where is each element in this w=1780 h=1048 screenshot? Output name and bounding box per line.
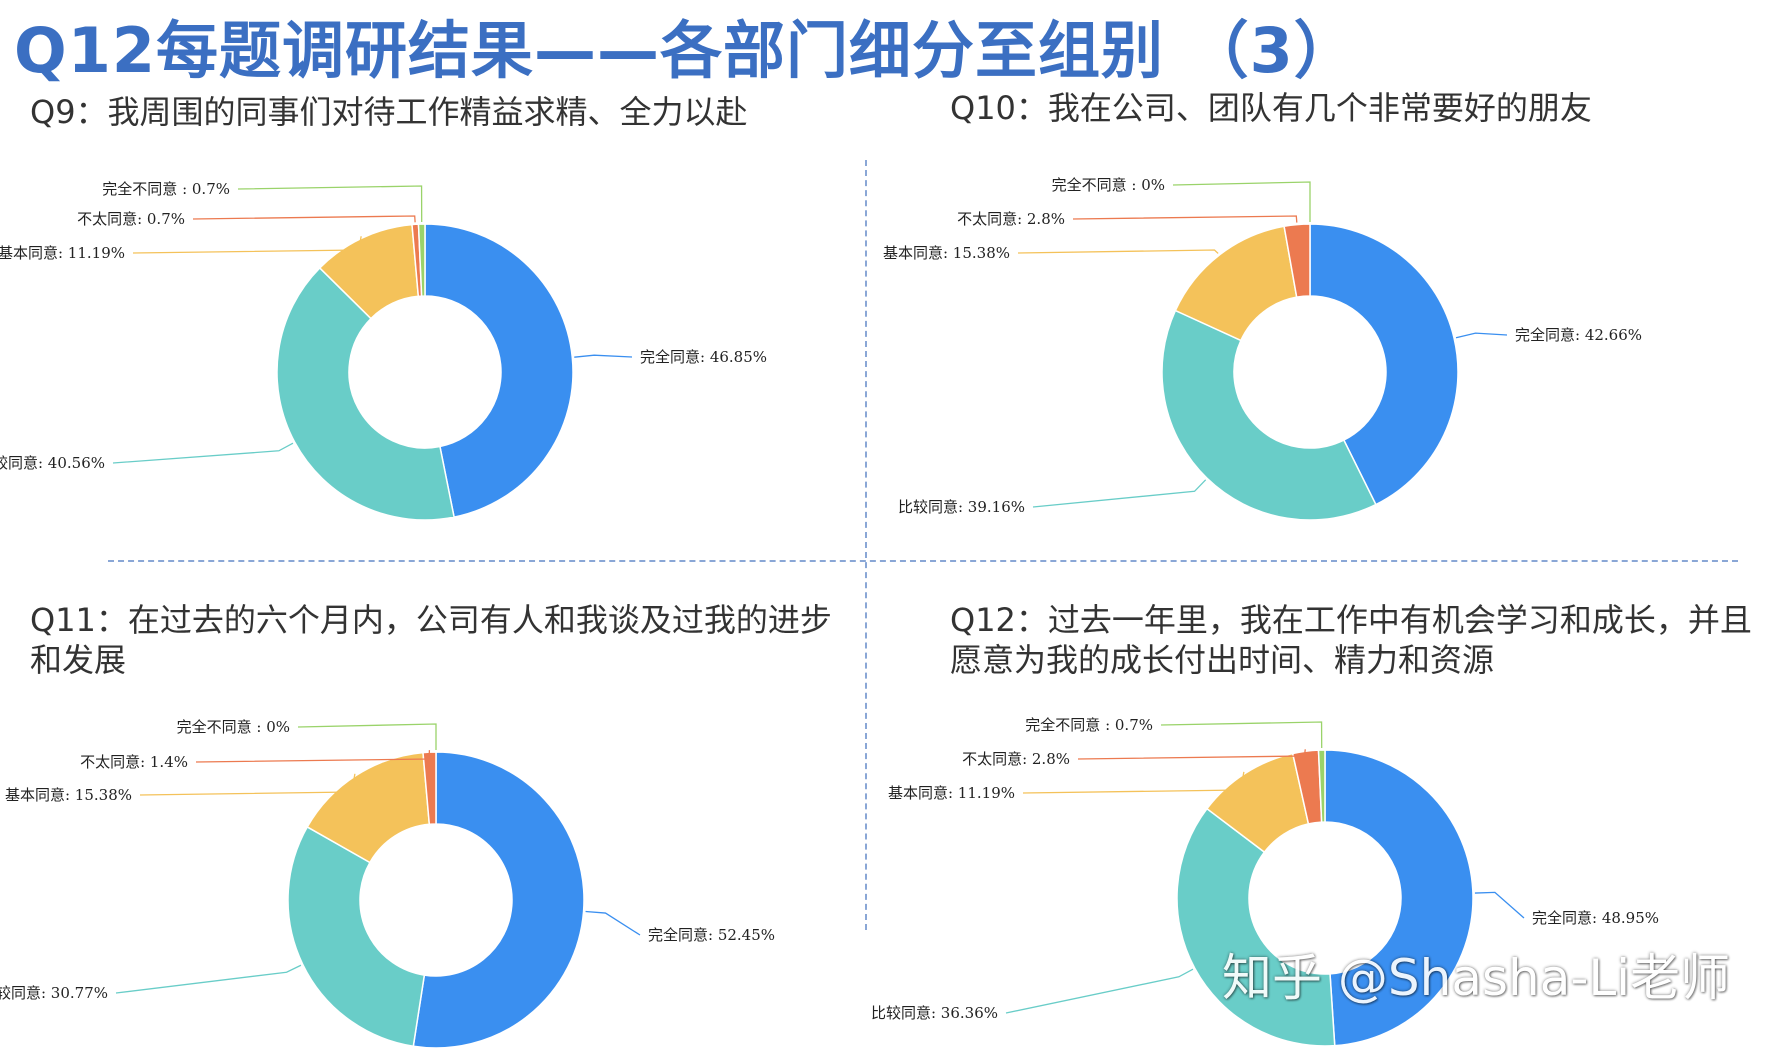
data-label: 不太同意: 0.7% — [77, 210, 185, 228]
leader-line — [1005, 968, 1194, 1014]
leader-line — [132, 236, 362, 254]
q11-donut-chart: 完全同意: 52.45% 比较同意: 30.77% 基本同意: 15.38% 不太同意… — [0, 680, 870, 1048]
data-label: 比较同意: 40.56% — [0, 454, 105, 472]
q11-title-line: 和发展 — [30, 641, 127, 679]
horizontal-divider — [108, 560, 1738, 562]
watermark: 知乎 @Shasha-Li老师 — [1222, 949, 1731, 1007]
data-label: 完全同意: 52.45% — [648, 926, 775, 944]
data-label: 完全不同意 : 0.7% — [1025, 716, 1153, 734]
q9-donut-chart: 完全同意: 46.85% 比较同意: 40.56% 基本同意: 11.19% 不太同意… — [0, 150, 870, 550]
q11-title: Q11：在过去的六个月内，公司有人和我谈及过我的进步 和发展 — [30, 600, 832, 680]
q10-title: Q10：我在公司、团队有几个非常要好的朋友 — [950, 89, 1592, 127]
data-label: 基本同意: 11.19% — [888, 784, 1015, 802]
q11-title-line: Q11：在过去的六个月内，公司有人和我谈及过我的进步 — [30, 601, 832, 639]
leader-line — [574, 354, 633, 358]
data-label: 完全不同意 : 0.7% — [102, 180, 230, 198]
donut-svg: 完全同意: 48.95% 比较同意: 36.36% 基本同意: 11.19% 不太同意… — [871, 716, 1659, 1047]
data-label: 比较同意: 36.36% — [871, 1004, 998, 1022]
leader-line — [195, 750, 431, 763]
data-label: 基本同意: 11.19% — [0, 244, 125, 262]
donut-slice-1 — [1324, 749, 1474, 1047]
leader-line — [237, 185, 423, 223]
data-label: 完全不同意 : 0% — [1052, 176, 1165, 194]
q10-donut-chart: 完全同意: 42.66% 比较同意: 39.16% 基本同意: 15.38% 不太同意… — [870, 150, 1770, 550]
data-label: 不太同意: 2.8% — [962, 750, 1070, 768]
donut-slice-2 — [1176, 807, 1336, 1047]
leader-line — [297, 723, 437, 750]
leader-line — [192, 215, 416, 223]
donut-slice-1 — [412, 751, 585, 1048]
data-label: 完全不同意 : 0% — [177, 718, 290, 736]
data-label: 完全同意: 42.66% — [1515, 326, 1642, 344]
data-label: 基本同意: 15.38% — [5, 786, 132, 804]
leader-line — [1022, 771, 1245, 794]
page-title: Q12每题调研结果——各部门细分至组别 （3） — [14, 14, 1357, 87]
q9-title: Q9：我周围的同事们对待工作精益求精、全力以赴 — [30, 93, 748, 131]
donut-slice-4 — [1283, 223, 1311, 299]
data-label: 不太同意: 2.8% — [957, 210, 1065, 228]
leader-line — [585, 910, 641, 936]
donut-svg: 完全同意: 46.85% 比较同意: 40.56% 基本同意: 11.19% 不太同意… — [0, 180, 767, 521]
q12-title-line: 愿意为我的成长付出时间、精力和资源 — [950, 641, 1495, 679]
donut-slice-4 — [422, 751, 437, 826]
leader-line — [1474, 891, 1525, 919]
donut-slice-2 — [276, 266, 455, 521]
leader-line — [1077, 749, 1306, 760]
data-label: 不太同意: 1.4% — [80, 753, 188, 771]
leader-line — [139, 773, 356, 796]
leader-line — [1172, 181, 1311, 222]
leader-line — [115, 964, 302, 994]
leader-line — [1017, 249, 1219, 254]
donut-slice-2 — [1161, 309, 1377, 521]
q12-title-line: Q12：过去一年里，我在工作中有机会学习和成长，并且 — [950, 601, 1752, 639]
donut-svg: 完全同意: 42.66% 比较同意: 39.16% 基本同意: 15.38% 不太同意… — [883, 176, 1642, 521]
q12-donut-chart: 完全同意: 48.95% 比较同意: 36.36% 基本同意: 11.19% 不太同意… — [870, 680, 1770, 1048]
donut-svg: 完全同意: 52.45% 比较同意: 30.77% 基本同意: 15.38% 不太同意… — [0, 718, 775, 1048]
leader-line — [1455, 332, 1508, 339]
data-label: 比较同意: 30.77% — [0, 984, 108, 1002]
donut-slice-2 — [287, 825, 426, 1048]
data-label: 完全同意: 46.85% — [640, 348, 767, 366]
donut-slice-1 — [1309, 223, 1459, 506]
leader-line — [112, 442, 294, 464]
donut-slice-5 — [1317, 749, 1326, 823]
data-label: 完全同意: 48.95% — [1532, 909, 1659, 927]
leader-line — [1160, 721, 1323, 749]
vertical-divider — [865, 160, 867, 930]
donut-slice-1 — [424, 223, 574, 518]
leader-line — [1032, 479, 1207, 508]
leader-line — [1072, 215, 1298, 223]
data-label: 比较同意: 39.16% — [898, 498, 1025, 516]
data-label: 基本同意: 15.38% — [883, 244, 1010, 262]
donut-slice-5 — [417, 223, 426, 297]
q12-title: Q12：过去一年里，我在工作中有机会学习和成长，并且 愿意为我的成长付出时间、精… — [950, 600, 1752, 680]
